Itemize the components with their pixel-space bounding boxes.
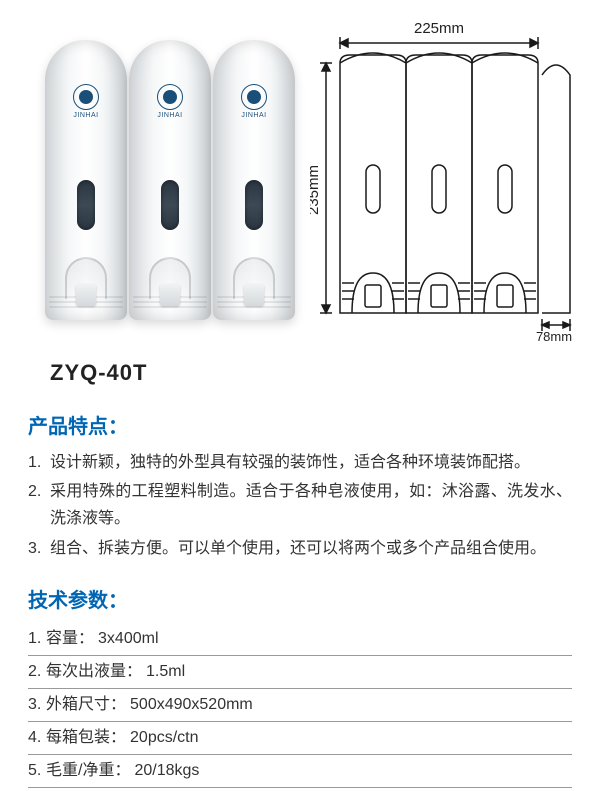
product-photo: JINHAI JINHAI JINHAI — [30, 20, 310, 340]
dispenser-unit: JINHAI — [213, 40, 295, 320]
spec-item: 1.容量：3x400ml — [28, 623, 572, 656]
brand-logo-text: JINHAI — [241, 112, 266, 119]
width-dim-text: 225mm — [414, 20, 464, 37]
pump-area — [219, 257, 289, 312]
model-number: ZYQ-40T — [50, 360, 147, 386]
dispenser-unit: JINHAI — [45, 40, 127, 320]
pump-button — [244, 284, 264, 306]
pump-button — [160, 284, 180, 306]
specs-title: 技术参数： — [28, 584, 572, 613]
feature-item: 2.采用特殊的工程塑料制造。适合于各种皂液使用，如：沐浴露、洗发水、洗涤液等。 — [28, 478, 572, 532]
brand-logo-text: JINHAI — [157, 112, 182, 119]
spec-item: 2.每次出液量：1.5ml — [28, 656, 572, 689]
dimension-diagram: 225mm 235mm — [310, 15, 580, 345]
top-section: JINHAI JINHAI JINHAI — [0, 0, 600, 350]
level-window — [77, 180, 95, 230]
level-window — [161, 180, 179, 230]
feature-item: 3.组合、拆装方便。可以单个使用，还可以将两个或多个产品组合使用。 — [28, 535, 572, 562]
content-area: 产品特点： 1.设计新颖，独特的外型具有较强的装饰性，适合各种环境装饰配搭。 2… — [28, 410, 572, 788]
brand-logo-icon — [157, 84, 183, 110]
spec-item: 4.每箱包装：20pcs/ctn — [28, 722, 572, 755]
depth-dim-text: 78mm — [536, 329, 572, 344]
feature-list: 1.设计新颖，独特的外型具有较强的装饰性，适合各种环境装饰配搭。 2.采用特殊的… — [28, 449, 572, 562]
spec-list: 1.容量：3x400ml 2.每次出液量：1.5ml 3.外箱尺寸：500x49… — [28, 623, 572, 788]
features-title: 产品特点： — [28, 410, 572, 439]
pump-area — [135, 257, 205, 312]
spec-item: 5.毛重/净重：20/18kgs — [28, 755, 572, 788]
height-dim-text: 235mm — [310, 165, 322, 215]
feature-item: 1.设计新颖，独特的外型具有较强的装饰性，适合各种环境装饰配搭。 — [28, 449, 572, 476]
spec-item: 3.外箱尺寸：500x490x520mm — [28, 689, 572, 722]
brand-logo-icon — [73, 84, 99, 110]
pump-area — [51, 257, 121, 312]
level-window — [245, 180, 263, 230]
brand-logo-icon — [241, 84, 267, 110]
pump-button — [76, 284, 96, 306]
brand-logo-text: JINHAI — [73, 112, 98, 119]
dispenser-unit: JINHAI — [129, 40, 211, 320]
